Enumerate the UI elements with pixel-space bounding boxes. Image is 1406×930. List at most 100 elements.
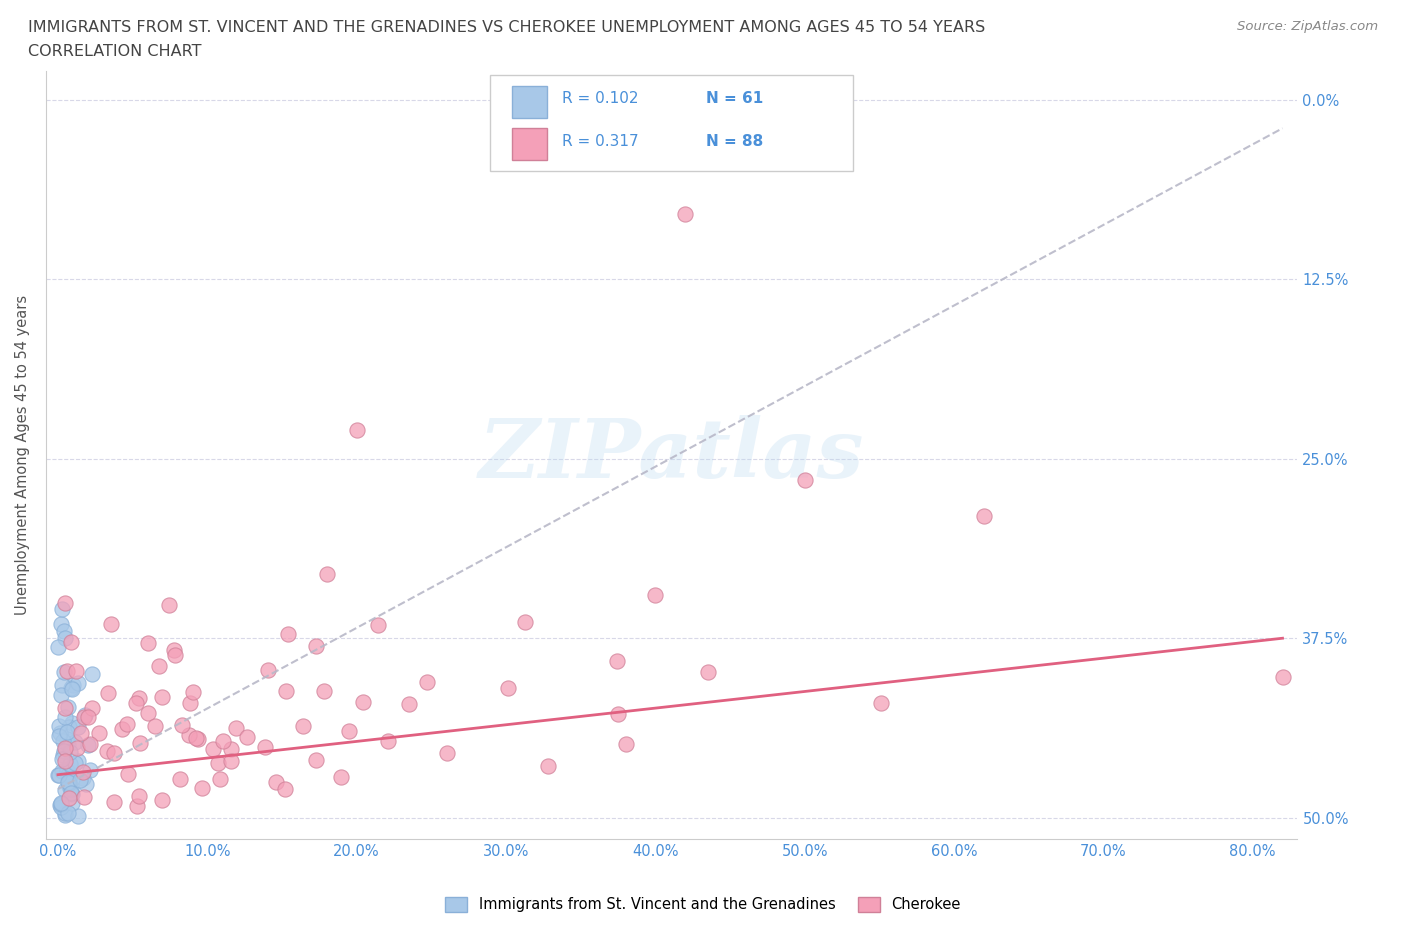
Point xyxy=(52,744,75,759)
Point xyxy=(614,737,637,751)
Point xyxy=(276,684,298,699)
Point xyxy=(305,753,328,768)
Point xyxy=(60,634,83,649)
Point xyxy=(256,662,278,677)
Point xyxy=(606,654,628,669)
Point xyxy=(53,805,76,820)
Text: N = 61: N = 61 xyxy=(706,91,763,106)
Point xyxy=(49,687,72,702)
Point xyxy=(162,643,184,658)
Point xyxy=(103,794,125,809)
Point xyxy=(65,740,87,755)
Point xyxy=(55,808,77,823)
Point xyxy=(72,770,94,785)
Point xyxy=(125,696,148,711)
Point xyxy=(73,710,96,724)
Text: R = 0.317: R = 0.317 xyxy=(561,134,638,149)
FancyBboxPatch shape xyxy=(491,74,853,171)
Point xyxy=(1271,670,1294,684)
Point xyxy=(150,690,173,705)
Point xyxy=(235,730,257,745)
Point xyxy=(52,748,75,763)
Point xyxy=(209,771,232,786)
Point xyxy=(51,677,73,692)
Point xyxy=(973,509,995,524)
Point xyxy=(51,796,73,811)
Point xyxy=(53,710,76,724)
Point xyxy=(496,681,519,696)
Point xyxy=(56,768,79,783)
Point xyxy=(60,768,83,783)
Point xyxy=(73,790,96,804)
Text: IMMIGRANTS FROM ST. VINCENT AND THE GRENADINES VS CHEROKEE UNEMPLOYMENT AMONG AG: IMMIGRANTS FROM ST. VINCENT AND THE GREN… xyxy=(28,20,986,35)
Point xyxy=(266,774,288,789)
Point xyxy=(59,745,82,760)
Text: N = 88: N = 88 xyxy=(706,134,763,149)
Point xyxy=(55,724,77,739)
Point xyxy=(219,753,242,768)
Point xyxy=(66,808,89,823)
Point xyxy=(644,588,666,603)
Point xyxy=(537,758,560,773)
Point xyxy=(673,207,696,222)
Point xyxy=(60,716,83,731)
Point xyxy=(59,781,82,796)
Point xyxy=(82,667,104,682)
Point xyxy=(55,701,77,716)
Point xyxy=(117,766,139,781)
Point xyxy=(337,724,360,738)
Point xyxy=(56,775,79,790)
Point xyxy=(53,665,76,680)
Point xyxy=(48,639,70,654)
Point xyxy=(65,734,87,749)
Point xyxy=(157,598,180,613)
Point xyxy=(48,767,70,782)
Point xyxy=(60,795,83,810)
Point xyxy=(415,674,437,689)
Point xyxy=(49,617,72,631)
Point xyxy=(346,422,368,437)
Point xyxy=(69,773,91,788)
Point xyxy=(314,684,336,698)
Point xyxy=(607,707,630,722)
Point xyxy=(48,728,70,743)
Point xyxy=(201,741,224,756)
Point xyxy=(190,781,212,796)
Point xyxy=(184,731,207,746)
Point xyxy=(49,795,72,810)
Point xyxy=(49,799,72,814)
Point xyxy=(67,753,90,768)
Point xyxy=(58,790,80,805)
Point xyxy=(51,751,73,766)
Y-axis label: Unemployment Among Ages 45 to 54 years: Unemployment Among Ages 45 to 54 years xyxy=(15,295,30,615)
Point xyxy=(97,685,120,700)
Point xyxy=(65,664,87,679)
Text: Source: ZipAtlas.com: Source: ZipAtlas.com xyxy=(1237,20,1378,33)
Point xyxy=(66,719,89,734)
Point xyxy=(128,691,150,706)
Point xyxy=(277,627,299,642)
Point xyxy=(100,617,122,631)
Point xyxy=(77,737,100,752)
Point xyxy=(79,763,101,777)
Point xyxy=(148,658,170,673)
Point xyxy=(181,684,204,699)
Point xyxy=(136,636,159,651)
Point xyxy=(152,793,174,808)
Point xyxy=(513,614,536,629)
Text: CORRELATION CHART: CORRELATION CHART xyxy=(28,44,201,59)
Point xyxy=(869,696,891,711)
Point xyxy=(58,699,80,714)
Point xyxy=(70,725,93,740)
Point xyxy=(436,746,458,761)
Point xyxy=(170,717,193,732)
Point xyxy=(225,721,247,736)
Point xyxy=(58,720,80,735)
Point xyxy=(77,710,100,724)
Point xyxy=(179,696,201,711)
Point xyxy=(60,786,83,801)
Point xyxy=(169,772,191,787)
Point xyxy=(273,782,295,797)
Point xyxy=(292,719,315,734)
Point xyxy=(49,725,72,740)
